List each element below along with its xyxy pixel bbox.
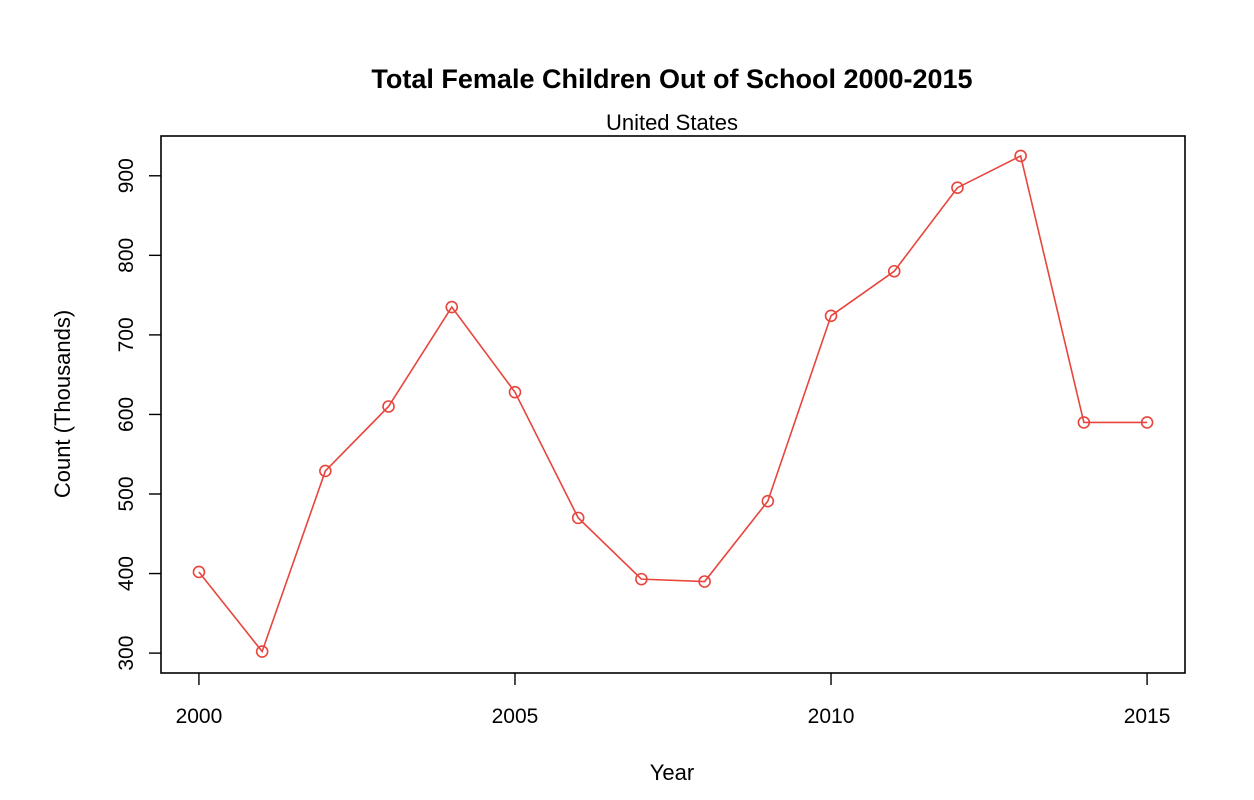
plot-frame <box>160 135 1186 674</box>
data-point-2004 <box>445 300 459 314</box>
data-point-2008 <box>698 575 711 588</box>
data-point-2014 <box>1077 416 1091 429</box>
series-line <box>198 154 1148 654</box>
data-point-2009 <box>761 494 775 508</box>
x-tick-label-2000: 2000 <box>176 705 223 728</box>
y-tick-label-500: 500 <box>115 476 138 511</box>
data-point-2001 <box>255 645 269 658</box>
x-tick-label-2010: 2010 <box>808 705 855 728</box>
y-tick-label-800: 800 <box>115 238 138 273</box>
data-point-2012 <box>951 181 964 195</box>
chart-subtitle: United States <box>606 110 738 135</box>
data-point-2003 <box>382 400 395 413</box>
x-axis: 2000 2005 2010 2015 <box>176 673 1171 728</box>
y-tick-label-700: 700 <box>115 317 138 352</box>
data-point-2015 <box>1140 416 1154 429</box>
y-axis-label: Count (Thousands) <box>50 310 75 498</box>
y-axis: 300 400 500 600 700 800 900 <box>115 158 161 671</box>
data-point-2013 <box>1014 149 1027 163</box>
x-axis-label: Year <box>650 760 694 785</box>
data-point-2010 <box>824 309 838 323</box>
data-point-2002 <box>319 464 332 478</box>
y-tick-label-900: 900 <box>115 158 138 193</box>
data-point-2011 <box>887 264 901 278</box>
data-point-2007 <box>635 572 648 586</box>
x-tick-label-2005: 2005 <box>492 705 539 728</box>
data-point-2000 <box>192 565 206 579</box>
data-points <box>192 149 1154 658</box>
x-tick-label-2015: 2015 <box>1124 705 1171 728</box>
chart-title: Total Female Children Out of School 2000… <box>371 64 972 94</box>
data-point-2006 <box>571 511 585 525</box>
y-tick-label-600: 600 <box>115 397 138 432</box>
y-tick-label-400: 400 <box>115 556 138 591</box>
data-point-2005 <box>508 385 522 399</box>
y-tick-label-300: 300 <box>115 636 138 671</box>
